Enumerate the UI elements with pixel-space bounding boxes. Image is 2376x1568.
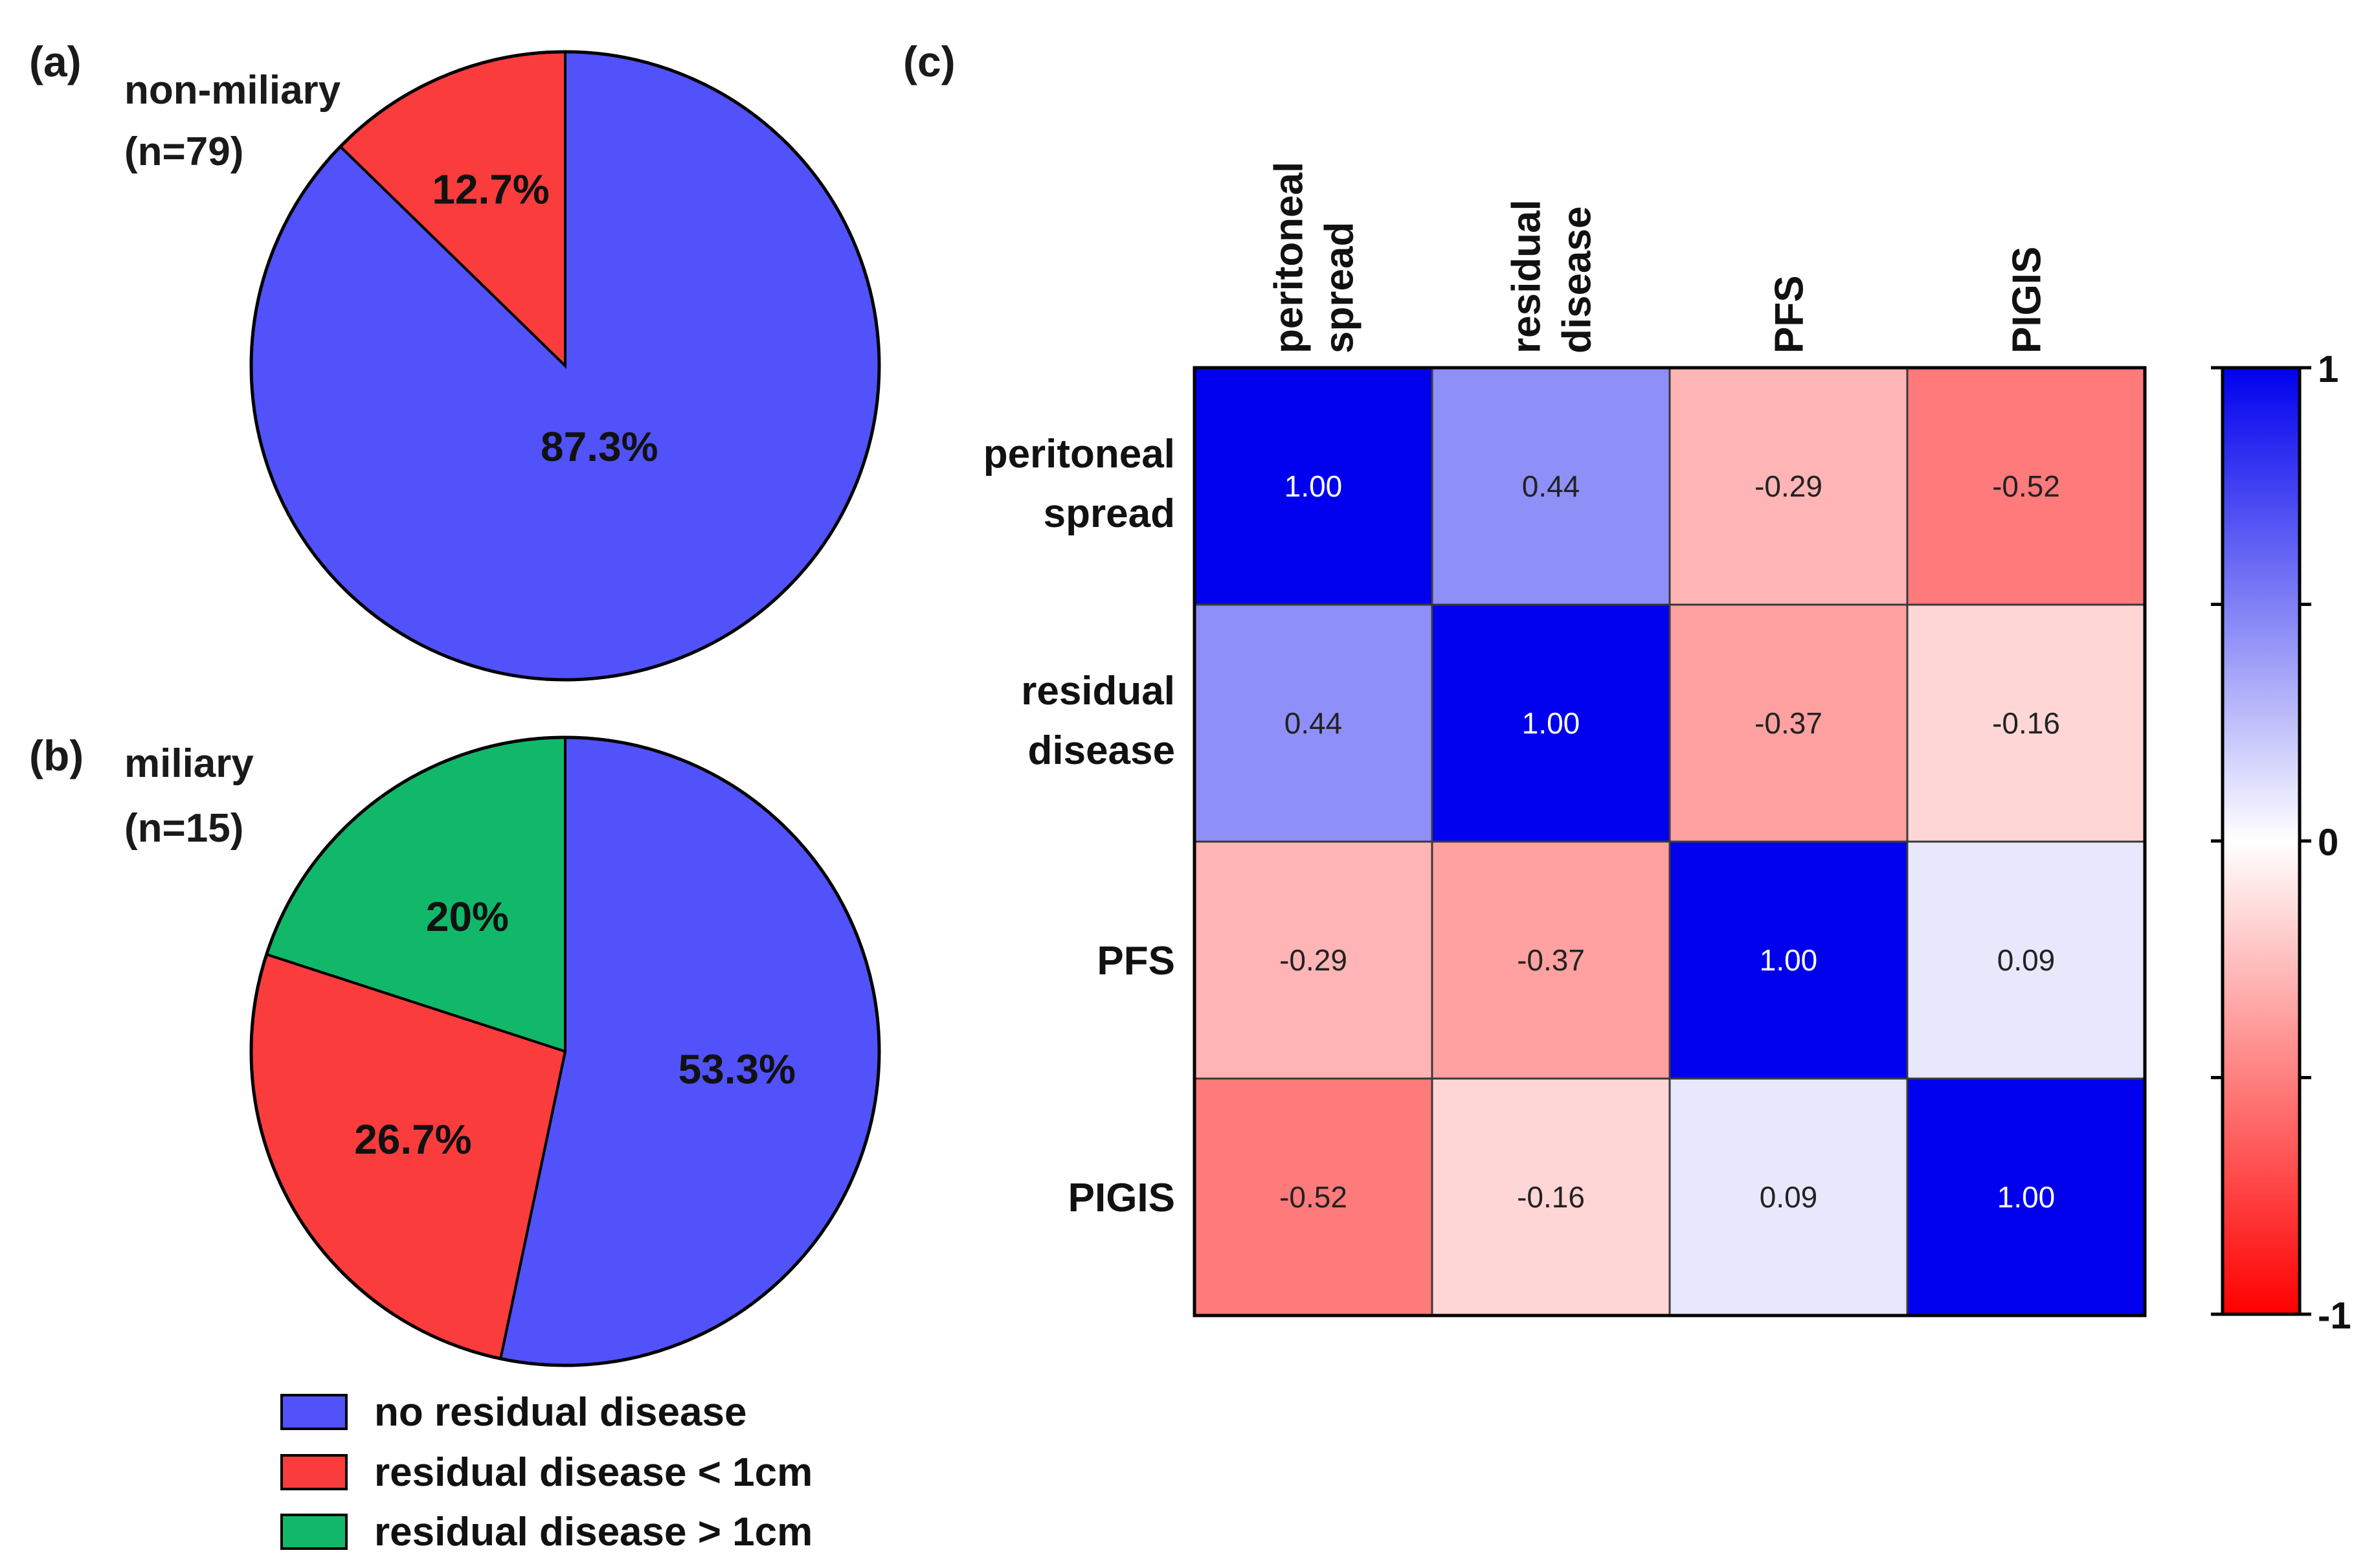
heatmap-value-r1-c3: -0.16	[1992, 706, 2060, 740]
legend-item-residual-gt-1cm: residual disease > 1cm	[280, 1510, 813, 1554]
heatmap-row-label: PFS	[1097, 939, 1175, 983]
heatmap-value-r2-c1: -0.37	[1517, 943, 1585, 977]
heatmap-value-r2-c3: 0.09	[1997, 943, 2056, 977]
heatmap-value-r3-c3: 1.00	[1997, 1180, 2056, 1214]
heatmap-cell-r1-c0	[1193, 603, 1433, 843]
panel-label-b: (b)	[29, 732, 84, 779]
heatmap-value-r3-c0: -0.52	[1279, 1180, 1347, 1214]
pie-chart-b: 53.3% 26.7% 20%	[249, 735, 881, 1367]
panel-label-a: (a)	[29, 38, 82, 85]
pie-slice-label: 53.3%	[678, 1046, 796, 1093]
heatmap-value-r2-c0: -0.29	[1279, 943, 1347, 977]
heatmap-value-r3-c2: 0.09	[1760, 1180, 1818, 1214]
heatmap-col-label: peritoneal	[1267, 162, 1312, 353]
heatmap-row-label: disease	[1027, 728, 1175, 773]
heatmap-value-r0-c2: -0.29	[1754, 469, 1822, 503]
heatmap-row-label: peritoneal	[983, 432, 1175, 476]
heatmap-cell-r0-c3	[1906, 366, 2146, 606]
heatmap-col-label: PFS	[1767, 275, 1812, 353]
heatmap-cell-r3-c1	[1431, 1077, 1671, 1317]
heatmap-col-label: PIGIS	[2005, 247, 2050, 353]
pie-a-title-line-2: (n=79)	[124, 129, 243, 174]
pie-chart-a: 87.3% 12.7%	[249, 50, 881, 682]
heatmap-cell-r2-c0	[1193, 840, 1433, 1080]
pie-slice-label: 20%	[426, 893, 509, 940]
heatmap-value-r0-c3: -0.52	[1992, 469, 2060, 503]
correlation-heatmap: 1.00 0.44 -0.29 -0.52 0.44 1.00 -0.37 -0.16 -0.2…	[983, 162, 2147, 1317]
heatmap-cell-r2-c3	[1906, 840, 2146, 1080]
legend-item-no-residual: no residual disease	[280, 1390, 746, 1435]
heatmap-value-r1-c2: -0.37	[1754, 706, 1822, 740]
heatmap-col-label: spread	[1317, 222, 1362, 353]
legend-label-no-residual: no residual disease	[374, 1390, 746, 1435]
colorbar-tick-label: -1	[2318, 1295, 2351, 1337]
legend: no residual disease residual disease < 1…	[280, 1390, 813, 1554]
heatmap-cell-r1-c1	[1431, 603, 1671, 843]
colorbar-tick-label: 1	[2318, 348, 2338, 390]
legend-swatch-residual-lt-1cm	[280, 1454, 348, 1490]
heatmap-cell-r2-c1	[1431, 840, 1671, 1080]
legend-label-residual-gt-1cm: residual disease > 1cm	[374, 1510, 813, 1554]
panel-b: (b) miliary (n=15) 53.3% 26.7% 20%	[29, 732, 881, 1367]
panel-label-c: (c)	[903, 38, 956, 85]
heatmap-value-r0-c0: 1.00	[1284, 469, 1343, 503]
heatmap-cell-r3-c2	[1668, 1077, 1909, 1317]
panel-a: (a) non-miliary (n=79) 87.3% 12.7%	[29, 38, 881, 682]
pie-slice-label: 12.7%	[432, 166, 549, 212]
heatmap-value-r2-c2: 1.00	[1760, 943, 1818, 977]
heatmap-cell-r0-c2	[1668, 366, 1909, 606]
pie-a-title-line-1: non-miliary	[124, 68, 341, 113]
heatmap-row-label: PIGIS	[1068, 1176, 1175, 1220]
pie-b-title-line-1: miliary	[124, 741, 254, 786]
pie-b-title-line-2: (n=15)	[124, 806, 243, 851]
colorbar-tick-label: 0	[2318, 822, 2338, 864]
heatmap-cell-r1-c3	[1906, 603, 2146, 843]
legend-swatch-no-residual	[280, 1394, 348, 1430]
legend-label-residual-lt-1cm: residual disease < 1cm	[374, 1450, 813, 1495]
heatmap-cell-r2-c2	[1668, 840, 1909, 1080]
pie-outline	[249, 735, 881, 1367]
heatmap-value-r0-c1: 0.44	[1522, 469, 1580, 503]
colorbar: 1 0 -1	[2211, 348, 2351, 1337]
heatmap-value-r1-c0: 0.44	[1284, 706, 1343, 740]
colorbar-gradient	[2221, 366, 2302, 1316]
legend-swatch-residual-gt-1cm	[280, 1514, 348, 1550]
legend-item-residual-lt-1cm: residual disease < 1cm	[280, 1450, 813, 1495]
heatmap-value-r1-c1: 1.00	[1522, 706, 1580, 740]
pie-outline	[249, 50, 881, 682]
pie-slice-label: 87.3%	[541, 423, 658, 470]
heatmap-cell-r0-c0	[1193, 366, 1433, 606]
heatmap-frame	[1193, 366, 2147, 1317]
panel-c: (c) 1.00 0.44 -0.29 -0.52 0.44 1.00 -0.37 -0.16…	[903, 38, 2351, 1337]
heatmap-col-label: residual	[1505, 199, 1549, 353]
pie-slice-label: 26.7%	[354, 1116, 471, 1163]
heatmap-value-r3-c1: -0.16	[1517, 1180, 1585, 1214]
heatmap-row-label: spread	[1044, 491, 1175, 536]
heatmap-cell-r1-c2	[1668, 603, 1909, 843]
heatmap-row-label: residual	[1021, 669, 1175, 713]
heatmap-col-label: disease	[1555, 206, 1600, 353]
